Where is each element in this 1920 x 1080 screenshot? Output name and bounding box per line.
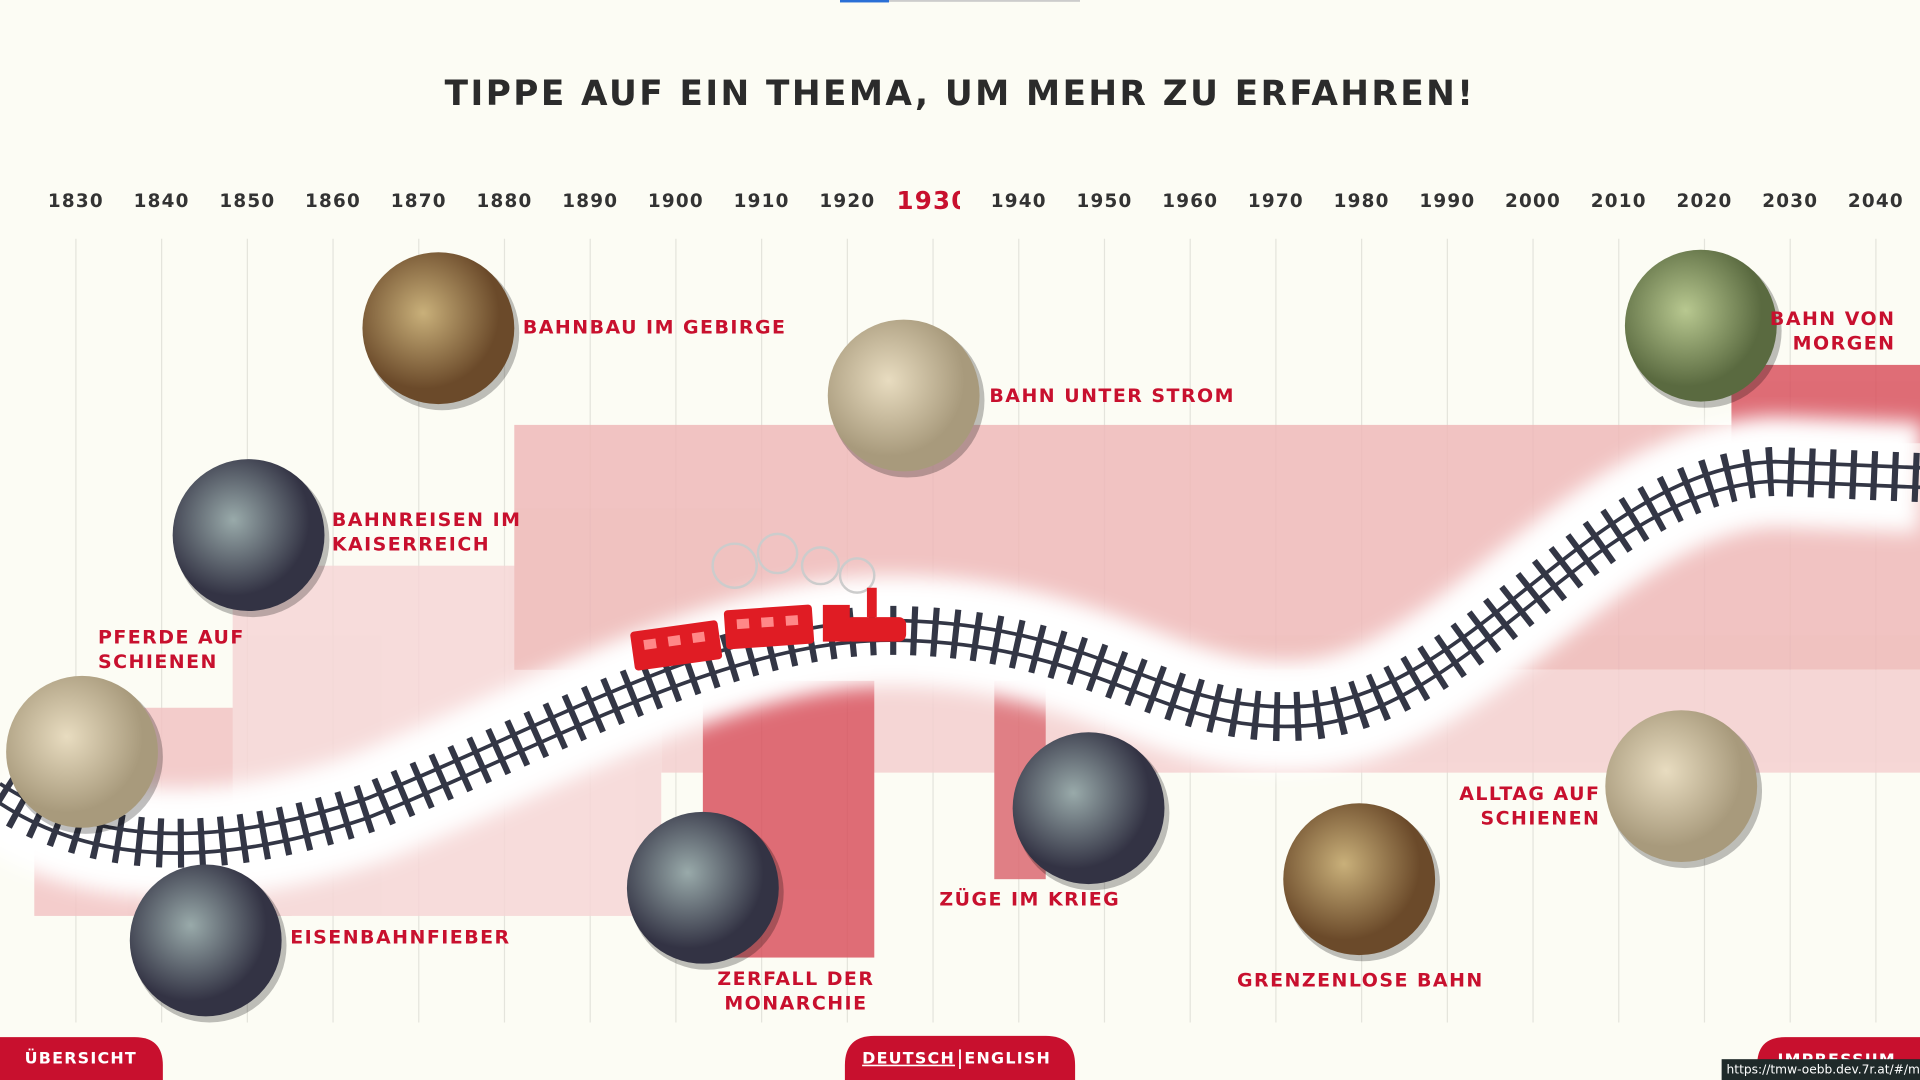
topic[interactable]: ZÜGE IM KRIEG — [939, 732, 1170, 911]
topic-image[interactable] — [1624, 249, 1777, 402]
tab-bar — [840, 0, 1080, 2]
topic-image[interactable] — [1605, 710, 1758, 863]
topic-label[interactable]: SCHIENEN — [98, 651, 218, 673]
overview-label[interactable]: ÜBERSICHT — [25, 1049, 137, 1068]
topic-label[interactable]: MONARCHIE — [724, 993, 867, 1015]
topic-image[interactable] — [626, 811, 779, 964]
topic[interactable]: BAHNBAU IM GEBIRGE — [362, 252, 787, 411]
language-de[interactable]: DEUTSCH — [862, 1049, 955, 1068]
topic-label[interactable]: BAHN UNTER STROM — [989, 385, 1235, 407]
topic-label[interactable]: BAHNREISEN IM — [332, 509, 522, 531]
topic[interactable]: EISENBAHNFIEBER — [129, 864, 511, 1023]
year-label[interactable]: 1960 — [1162, 191, 1218, 212]
topic[interactable]: PFERDE AUF SCHIENEN — [6, 626, 245, 834]
year-label[interactable]: 1890 — [562, 191, 618, 212]
year-label[interactable]: 2030 — [1762, 191, 1818, 212]
year-label[interactable]: 1840 — [134, 191, 190, 212]
year-label[interactable]: 1880 — [476, 191, 532, 212]
topic-label[interactable]: BAHN VON — [1770, 308, 1896, 330]
topic-image[interactable] — [362, 252, 515, 405]
language-en[interactable]: ENGLISH — [964, 1049, 1051, 1068]
railway-track — [0, 416, 1920, 899]
topic-image[interactable] — [827, 319, 980, 472]
topic-label[interactable]: BAHNBAU IM GEBIRGE — [523, 317, 787, 339]
topic-label[interactable]: KAISERREICH — [332, 533, 490, 555]
tab-indicator — [840, 0, 889, 3]
topic-image[interactable] — [1283, 803, 1436, 956]
status-bar — [1721, 1059, 1920, 1080]
year-label[interactable]: 2020 — [1676, 191, 1732, 212]
topic[interactable]: ZERFALL DER MONARCHIE — [626, 811, 874, 1015]
page-title: TIPPE AUF EIN THEMA, UM MEHR ZU ERFAHREN… — [445, 74, 1476, 114]
year-label[interactable]: 1970 — [1248, 191, 1304, 212]
year-label[interactable]: 1910 — [734, 191, 790, 212]
topic-label[interactable]: PFERDE AUF — [98, 626, 245, 648]
year-label[interactable]: 2040 — [1848, 191, 1904, 212]
topic-label[interactable]: ALLTAG AUF — [1459, 783, 1600, 805]
topic-image[interactable] — [129, 864, 282, 1017]
year-label[interactable]: 1930 — [897, 186, 970, 215]
year-label[interactable]: 1990 — [1419, 191, 1475, 212]
year-label[interactable]: 1940 — [991, 191, 1047, 212]
year-label[interactable]: 2000 — [1505, 191, 1561, 212]
overview-button[interactable] — [0, 1037, 163, 1080]
topic-label[interactable]: EISENBAHNFIEBER — [290, 926, 510, 948]
topic-image[interactable] — [6, 675, 158, 828]
year-label[interactable]: 1950 — [1076, 191, 1132, 212]
year-label[interactable]: 1900 — [648, 191, 704, 212]
status-url: https://tmw-oebb.dev.7r.at/#/men/ — [1727, 1063, 1920, 1077]
topic-label[interactable]: ZÜGE IM KRIEG — [939, 887, 1120, 911]
topic[interactable]: ALLTAG AUF SCHIENEN — [1459, 710, 1763, 869]
year-label[interactable]: 1870 — [391, 191, 447, 212]
year-label[interactable]: 1850 — [219, 191, 275, 212]
year-label[interactable]: 1830 — [48, 191, 104, 212]
topic-label[interactable]: SCHIENEN — [1480, 808, 1600, 830]
year-label[interactable]: 1980 — [1334, 191, 1390, 212]
topic-image[interactable] — [1012, 732, 1165, 885]
year-label[interactable]: 2010 — [1591, 191, 1647, 212]
topic-label[interactable]: ZERFALL DER — [717, 968, 874, 990]
topic[interactable]: BAHN UNTER STROM — [827, 319, 1235, 478]
topic-label[interactable]: MORGEN — [1793, 333, 1896, 355]
topic[interactable]: GRENZENLOSE BAHN — [1237, 803, 1484, 991]
topic-label[interactable]: GRENZENLOSE BAHN — [1237, 969, 1484, 991]
year-label[interactable]: 1920 — [819, 191, 875, 212]
year-label[interactable]: 1860 — [305, 191, 361, 212]
topic-image[interactable] — [172, 459, 325, 612]
topic[interactable]: BAHN VON MORGEN — [1624, 249, 1896, 408]
train — [630, 532, 907, 671]
